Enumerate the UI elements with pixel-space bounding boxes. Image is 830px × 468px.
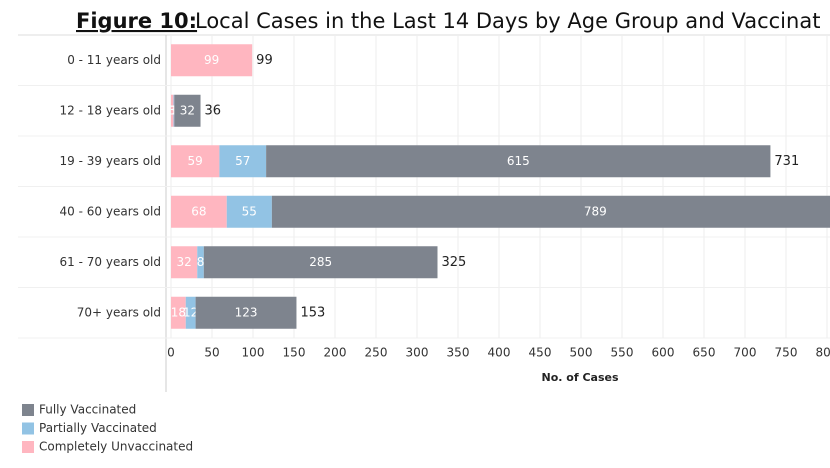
x-tick-label: 300 <box>406 346 429 360</box>
bar-segment <box>203 246 438 279</box>
x-tick-label: 100 <box>242 346 265 360</box>
x-tick-label: 150 <box>283 346 306 360</box>
segment-label: 18 <box>171 305 186 319</box>
x-tick-label: 750 <box>775 346 798 360</box>
bar-segment <box>173 94 175 127</box>
legend-swatch <box>22 404 34 416</box>
x-tick-label: 500 <box>570 346 593 360</box>
x-tick-label: 50 <box>204 346 219 360</box>
y-tick-label: 19 - 39 years old <box>60 154 161 168</box>
bar-segment <box>171 296 186 329</box>
x-tick-label: 200 <box>324 346 347 360</box>
legend-label: Fully Vaccinated <box>39 403 136 417</box>
segment-label: 123 <box>235 305 258 319</box>
segment-label: 68 <box>191 204 206 218</box>
bar-segment <box>171 145 220 178</box>
x-tick-label: 600 <box>652 346 675 360</box>
segment-label: 99 <box>204 53 219 67</box>
y-tick-label: 0 - 11 years old <box>67 53 161 67</box>
bar-segment <box>171 246 198 279</box>
bar-segment <box>185 296 196 329</box>
y-tick-label: 61 - 70 years old <box>60 255 161 269</box>
total-label: 36 <box>205 103 222 118</box>
segment-label: 615 <box>507 154 530 168</box>
x-tick-label: 550 <box>611 346 634 360</box>
x-tick-label: 800 <box>816 346 830 360</box>
legend-swatch <box>22 422 34 435</box>
x-tick-label: 400 <box>488 346 511 360</box>
x-tick-label: 450 <box>529 346 552 360</box>
legend-label: Partially Vaccinated <box>39 421 157 435</box>
bar-segment <box>197 246 204 279</box>
bar-segment <box>266 145 771 178</box>
y-tick-label: 70+ years old <box>77 305 161 319</box>
segment-label: 789 <box>584 204 607 218</box>
segment-label: 32 <box>176 255 191 269</box>
bar-segment <box>174 94 201 127</box>
segment-label: 8 <box>197 255 205 269</box>
bar-segment <box>171 195 227 228</box>
total-label: 731 <box>774 154 799 169</box>
chart-title-label: Figure 10: <box>76 9 197 33</box>
segment-label: 59 <box>188 154 203 168</box>
x-tick-label: 650 <box>693 346 716 360</box>
segment-label: 32 <box>180 103 195 117</box>
legend-swatch <box>22 441 34 453</box>
x-tick-label: 250 <box>365 346 388 360</box>
segment-label: 1 <box>170 103 178 117</box>
y-tick-label: 40 - 60 years old <box>60 204 161 218</box>
y-tick-label: 12 - 18 years old <box>60 103 161 117</box>
legend-label: Completely Unvaccinated <box>39 440 193 454</box>
bar-segment <box>226 195 272 228</box>
x-tick-label: 0 <box>167 346 175 360</box>
x-tick-label: 700 <box>734 346 757 360</box>
segment-label: 57 <box>235 154 250 168</box>
segment-label: 55 <box>242 204 257 218</box>
bar-segment <box>171 44 253 77</box>
segment-label: 3 <box>168 103 176 117</box>
bar-segment <box>195 296 297 329</box>
total-label: 99 <box>256 53 273 68</box>
chart-title: Local Cases in the Last 14 Days by Age G… <box>195 9 820 33</box>
total-label: 325 <box>442 255 467 270</box>
segment-label: 285 <box>309 255 332 269</box>
bar-segment <box>219 145 267 178</box>
total-label: 153 <box>300 305 325 320</box>
bar-segment <box>171 94 174 127</box>
x-axis-title: No. of Cases <box>542 371 619 384</box>
segment-label: 12 <box>183 305 198 319</box>
bar-segment <box>271 195 830 228</box>
x-tick-label: 350 <box>447 346 470 360</box>
